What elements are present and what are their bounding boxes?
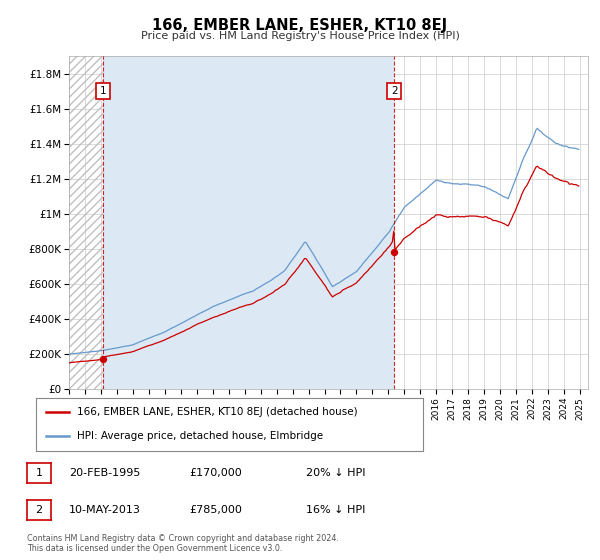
Text: 166, EMBER LANE, ESHER, KT10 8EJ: 166, EMBER LANE, ESHER, KT10 8EJ [152,18,448,33]
Text: 10-MAY-2013: 10-MAY-2013 [69,505,141,515]
Bar [103,56,394,389]
Point [389,247,399,256]
Text: £170,000: £170,000 [189,468,242,478]
Text: 16% ↓ HPI: 16% ↓ HPI [306,505,365,515]
Bar [69,56,103,389]
Text: 20% ↓ HPI: 20% ↓ HPI [306,468,365,478]
Point [98,355,108,364]
Text: 2: 2 [391,86,397,96]
Text: 2: 2 [35,505,43,515]
Text: 1: 1 [100,86,106,96]
Text: Price paid vs. HM Land Registry's House Price Index (HPI): Price paid vs. HM Land Registry's House … [140,31,460,41]
Text: HPI: Average price, detached house, Elmbridge: HPI: Average price, detached house, Elmb… [77,431,323,441]
Text: 166, EMBER LANE, ESHER, KT10 8EJ (detached house): 166, EMBER LANE, ESHER, KT10 8EJ (detach… [77,407,357,417]
Text: Contains HM Land Registry data © Crown copyright and database right 2024.
This d: Contains HM Land Registry data © Crown c… [27,534,339,553]
Text: 1: 1 [35,468,43,478]
Text: £785,000: £785,000 [189,505,242,515]
Text: 20-FEB-1995: 20-FEB-1995 [69,468,140,478]
